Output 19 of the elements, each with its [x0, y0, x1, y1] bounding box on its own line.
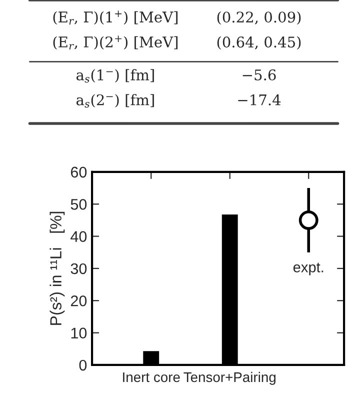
text: (0.22, 0.09) [217, 11, 301, 25]
text: −5.6 [242, 69, 276, 80]
y-tick-label: 40 [70, 231, 87, 242]
text: (E$_{r}$, Γ)(2$^{+}$) [MeV] [53, 36, 178, 50]
x-tick-label: Tensor+Pairing [184, 372, 276, 385]
y-tick-label: 60 [70, 166, 87, 178]
y-axis-title: P(s²) in ¹¹Li [%] [50, 212, 65, 325]
annotation: expt. [293, 262, 324, 276]
text: (E$_{r}$, Γ)(1$^{+}$) [MeV] [53, 10, 178, 25]
y-tick-label: 20 [70, 295, 87, 306]
x-tick-label: Inert core [123, 372, 180, 382]
y-tick-label: 30 [70, 263, 87, 274]
y-tick-label: 0 [79, 360, 87, 371]
y-tick-label: 10 [71, 328, 87, 338]
text: a$_{s}$(2$^{−}$) [fm] [76, 94, 154, 108]
text: −17.4 [238, 94, 281, 106]
y-tick-label: 50 [70, 198, 87, 210]
text: a$_{s}$(1$^{−}$) [fm] [76, 69, 154, 83]
text: (0.64, 0.45) [217, 36, 301, 50]
